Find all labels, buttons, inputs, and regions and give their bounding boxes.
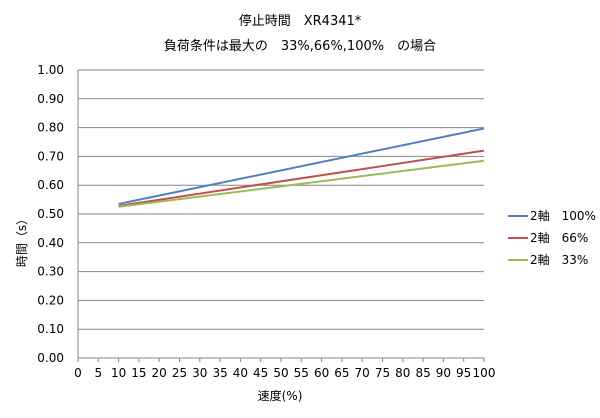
series-line-2 (118, 159, 485, 208)
x-tick-label: 55 (294, 366, 309, 380)
gridlines (78, 69, 484, 330)
legend-label: 2軸 66% (530, 231, 588, 245)
x-tick-label: 15 (131, 366, 146, 380)
y-axis-ticks: 0.00 0.10 0.20 0.30 0.40 0.50 0.60 0.70 0.80 0.90… (37, 63, 64, 365)
x-tick-label: 60 (314, 366, 329, 380)
legend-label: 2軸 100% (530, 209, 596, 223)
x-tick-label: 5 (94, 366, 102, 380)
x-tick-label: 65 (334, 366, 349, 380)
y-tick-label: 0.60 (37, 178, 64, 192)
x-tick-label: 85 (415, 366, 430, 380)
y-tick-label: 0.90 (37, 92, 64, 106)
x-tick-label: 100 (473, 366, 496, 380)
y-tick-label: 1.00 (37, 63, 64, 77)
series-line-1 (118, 149, 485, 207)
legend-label: 2軸 33% (530, 253, 588, 267)
y-tick-label: 0.70 (37, 149, 64, 163)
series-line-0 (118, 127, 485, 205)
x-tick-label: 25 (172, 366, 187, 380)
x-tick-label: 50 (273, 366, 288, 380)
x-tick-label: 40 (233, 366, 248, 380)
x-tick-label: 80 (395, 366, 410, 380)
chart-title: 停止時間 XR4341* (239, 13, 362, 29)
x-tick-label: 70 (355, 366, 370, 380)
y-tick-label: 0.20 (37, 293, 64, 307)
y-axis-label: 時間（s） (15, 213, 29, 267)
y-tick-label: 0.40 (37, 236, 64, 250)
series-lines (118, 127, 485, 208)
x-axis-label: 速度(%) (258, 388, 303, 403)
y-tick-label: 0.50 (37, 207, 64, 221)
legend: 2軸 100% 2軸 66% 2軸 33% (508, 209, 596, 267)
x-tick-label: 75 (375, 366, 390, 380)
chart-subtitle: 負荷条件は最大の 33%,66%,100% の場合 (164, 38, 436, 54)
y-tick-label: 0.30 (37, 265, 64, 279)
y-tick-label: 0.10 (37, 322, 64, 336)
x-tick-label: 90 (436, 366, 451, 380)
x-axis-ticks: 0 5 10 15 20 25 30 35 40 45 50 55 60 65 70 75 80 85 90 95 10… (74, 358, 495, 380)
x-tick-label: 45 (253, 366, 268, 380)
x-tick-label: 95 (456, 366, 471, 380)
x-tick-label: 20 (152, 366, 167, 380)
x-tick-label: 30 (192, 366, 207, 380)
x-tick-label: 10 (111, 366, 126, 380)
x-tick-label: 35 (212, 366, 227, 380)
x-tick-label: 0 (74, 366, 82, 380)
y-tick-label: 0.00 (37, 351, 64, 365)
y-tick-label: 0.80 (37, 121, 64, 135)
